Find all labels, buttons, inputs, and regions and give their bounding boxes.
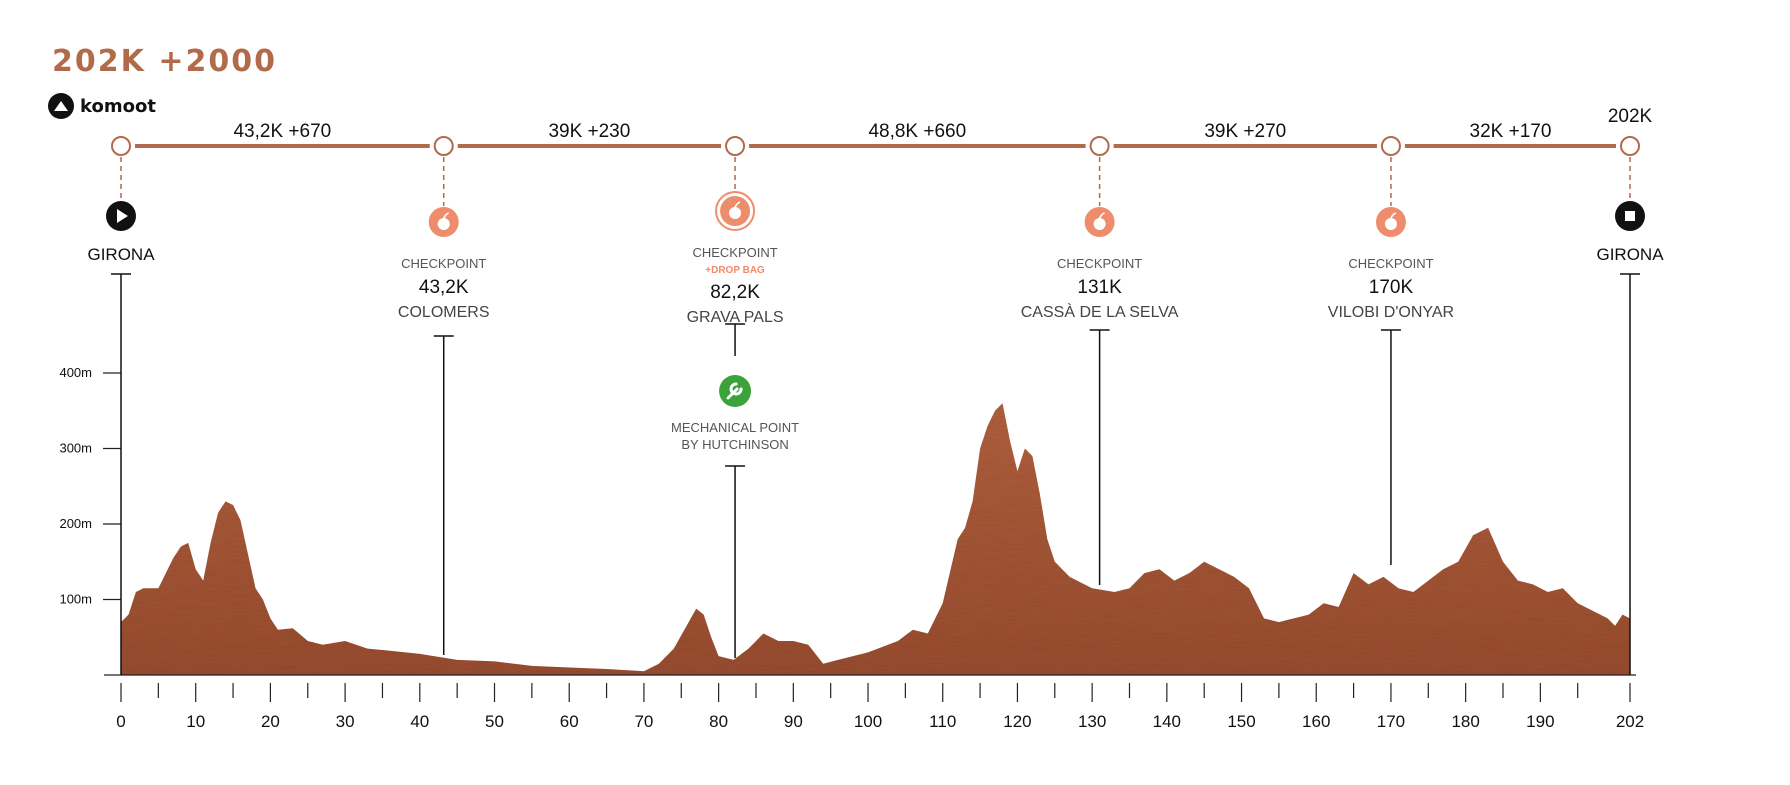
x-tick-label: 202 [1616, 712, 1644, 731]
x-tick-label: 170 [1377, 712, 1405, 731]
x-tick-label: 180 [1451, 712, 1479, 731]
play-triangle [117, 209, 128, 223]
segment-label: 39K +230 [548, 121, 630, 142]
apple-stem [443, 212, 450, 219]
apple-body [1093, 218, 1106, 230]
segment-label: 39K +270 [1204, 121, 1286, 142]
x-tick-label: 90 [784, 712, 803, 731]
wrench-icon [719, 375, 752, 407]
segment-label: 32K +170 [1470, 121, 1552, 142]
apple-stem [1390, 212, 1397, 219]
waypoint: GIRONA [1596, 136, 1664, 264]
axes: 0 10 20 30 40 50 60 70 80 90 100 110 120 130 140 150 160… [59, 365, 1644, 731]
apple-body [729, 207, 742, 219]
waypoint-node [725, 136, 746, 156]
waypoint-node [1089, 136, 1110, 156]
x-tick-label: 150 [1227, 712, 1255, 731]
waypoint-node [1620, 136, 1640, 156]
waypoint-name: GRAVA PALS [687, 309, 784, 326]
x-tick-label: 120 [1003, 712, 1031, 731]
komoot-mountain-icon [48, 93, 74, 119]
waypoint: CHECKPOINT 131K CASSÀ DE LA SELVA [1021, 136, 1179, 321]
apple-stem [1098, 212, 1105, 219]
waypoint-node [433, 136, 454, 156]
finish-stop-icon [1615, 201, 1645, 231]
stop-square [1625, 211, 1635, 221]
waypoint-type: CHECKPOINT [1057, 256, 1142, 271]
x-tick-label: 130 [1078, 712, 1106, 731]
waypoint-name: COLOMERS [398, 304, 490, 321]
x-tick-label: 0 [116, 712, 125, 731]
x-tick-label: 40 [410, 712, 429, 731]
wrench-shape [726, 382, 743, 400]
apple-stem [734, 201, 741, 208]
waypoint-type: CHECKPOINT [692, 245, 777, 260]
x-tick-label: 20 [261, 712, 280, 731]
y-tick-label: 300m [59, 441, 92, 456]
waypoint-type: CHECKPOINT [1348, 256, 1433, 271]
x-tick-label: 140 [1153, 712, 1181, 731]
food-checkpoint-icon [1084, 207, 1115, 237]
y-tick-label: 100m [59, 592, 92, 607]
waypoint-leader-lines: MECHANICAL POINT BY HUTCHINSON [111, 273, 1640, 675]
waypoint-name: GIRONA [1596, 245, 1664, 264]
x-tick-label: 10 [186, 712, 205, 731]
mechanical-label-line2: BY HUTCHINSON [681, 437, 788, 452]
x-tick-label: 160 [1302, 712, 1330, 731]
segment-label: 48,8K +660 [868, 121, 966, 142]
waypoint-name: GIRONA [87, 245, 155, 264]
waypoint-subtype: +DROP BAG [705, 265, 765, 276]
x-tick-label: 50 [485, 712, 504, 731]
segment-label: 43,2K +670 [233, 121, 331, 142]
y-tick-label: 200m [59, 516, 92, 531]
waypoint: GIRONA [87, 136, 155, 264]
waypoint-type: CHECKPOINT [401, 256, 486, 271]
komoot-logo[interactable]: komoot [48, 93, 156, 119]
segment-bar: 43,2K +670 39K +230 48,8K +660 39K +270 32K … [135, 106, 1653, 148]
waypoints: GIRONA CHECKPOINT 43,2K COLOMERS CHECKPOINT +… [87, 136, 1664, 326]
y-tick-label: 400m [59, 365, 92, 380]
waypoint-distance: 131K [1077, 277, 1122, 298]
komoot-wordmark: komoot [80, 95, 156, 117]
waypoint-name: CASSÀ DE LA SELVA [1021, 302, 1179, 321]
elevation-profile [121, 403, 1630, 675]
x-tick-label: 100 [854, 712, 882, 731]
x-tick-label: 30 [336, 712, 355, 731]
x-tick-label: 190 [1526, 712, 1554, 731]
waypoint-distance: 43,2K [419, 277, 469, 298]
waypoint-name: VILOBI D'ONYAR [1328, 304, 1454, 321]
apple-body [1384, 218, 1397, 230]
waypoint-node [1380, 136, 1401, 156]
food-checkpoint-icon [1375, 207, 1406, 237]
waypoint: CHECKPOINT 43,2K COLOMERS [398, 136, 490, 321]
elevation-area [121, 403, 1630, 675]
waypoint-distance: 82,2K [710, 282, 760, 303]
waypoint-distance: 170K [1369, 277, 1414, 298]
x-tick-label: 110 [929, 712, 956, 731]
food-checkpoint-icon [428, 207, 459, 237]
end-distance-label: 202K [1608, 106, 1653, 127]
waypoint-node [111, 136, 131, 156]
waypoint: CHECKPOINT +DROP BAG 82,2K GRAVA PALS [687, 136, 784, 326]
route-summary-title: 202K +2000 [52, 44, 277, 79]
apple-body [437, 218, 450, 230]
x-tick-label: 80 [709, 712, 728, 731]
food-checkpoint-icon [715, 191, 756, 231]
x-tick-label: 70 [634, 712, 653, 731]
start-play-icon [106, 201, 136, 231]
waypoint: CHECKPOINT 170K VILOBI D'ONYAR [1328, 136, 1454, 321]
mechanical-label-line1: MECHANICAL POINT [671, 420, 799, 435]
x-tick-label: 60 [560, 712, 579, 731]
